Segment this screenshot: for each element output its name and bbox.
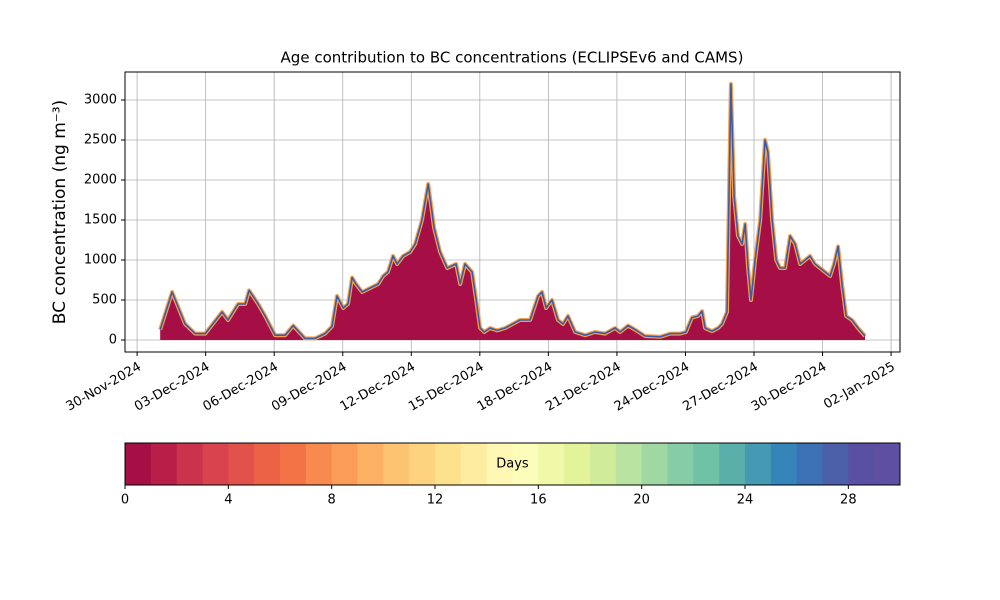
- colorbar-tick-label: 12: [427, 493, 444, 508]
- colorbar-cell: [125, 443, 152, 485]
- colorbar-cell: [460, 443, 488, 485]
- y-axis-label: BC concentration (ng m⁻³): [50, 100, 70, 324]
- colorbar-cell: [435, 443, 462, 485]
- colorbar-tick-label: 24: [737, 493, 754, 508]
- colorbar-cell: [202, 443, 229, 485]
- colorbar-cell: [822, 443, 849, 485]
- colorbar-cell: [383, 443, 410, 485]
- colorbar-cell: [615, 443, 643, 485]
- colorbar-cell: [745, 443, 772, 485]
- colorbar-cell: [486, 443, 513, 485]
- colorbar-cell: [590, 443, 617, 485]
- colorbar-tick-label: 28: [840, 493, 857, 508]
- x-tick-label: 06-Dec-2024: [201, 360, 281, 415]
- x-tick-label: 27-Dec-2024: [680, 360, 760, 415]
- colorbar-cell: [667, 443, 694, 485]
- x-tick-label: 18-Dec-2024: [475, 360, 555, 415]
- colorbar-tick-label: 4: [224, 493, 232, 508]
- y-tick-label: 0: [109, 333, 117, 348]
- x-tick-label: 15-Dec-2024: [406, 360, 486, 415]
- colorbar-cell: [796, 443, 823, 485]
- colorbar-cell: [305, 443, 333, 485]
- x-tick-label: 02-Jan-2025: [821, 360, 898, 413]
- colorbar-cell: [512, 443, 539, 485]
- x-tick-label: 24-Dec-2024: [612, 360, 692, 415]
- y-tick-label: 3000: [84, 93, 117, 108]
- colorbar-cell: [280, 443, 307, 485]
- colorbar-frame: [124, 442, 901, 486]
- colorbar-cell: [641, 443, 668, 485]
- x-tick-label: 12-Dec-2024: [338, 360, 418, 415]
- colorbar-tick-label: 16: [530, 493, 547, 508]
- y-tick-label: 2500: [84, 133, 117, 148]
- colorbar-cell: [874, 443, 901, 485]
- x-tick-label: 09-Dec-2024: [269, 360, 349, 415]
- colorbar-cell: [538, 443, 565, 485]
- x-tick-label: 30-Nov-2024: [64, 360, 144, 415]
- y-tick-label: 1000: [84, 253, 117, 268]
- colorbar-label: Days: [496, 457, 529, 472]
- colorbar-cell: [331, 443, 358, 485]
- colorbar-cell: [409, 443, 436, 485]
- x-tick-label: 03-Dec-2024: [132, 360, 212, 415]
- colorbar-cell: [564, 443, 591, 485]
- colorbar-cell: [357, 443, 384, 485]
- y-tick-label: 500: [92, 293, 117, 308]
- colorbar-cell: [254, 443, 281, 485]
- colorbar-cell: [719, 443, 746, 485]
- line: [159, 83, 866, 340]
- colorbar-cell: [150, 443, 178, 485]
- colorbar-tick-label: 0: [121, 493, 129, 508]
- colorbar-cell: [176, 443, 203, 485]
- y-tick-label: 2000: [84, 173, 117, 188]
- x-tick-label: 21-Dec-2024: [543, 360, 623, 415]
- chart-title: Age contribution to BC concentrations (E…: [281, 49, 744, 67]
- colorbar-cell: [228, 443, 255, 485]
- x-tick-label: 30-Dec-2024: [749, 360, 829, 415]
- plot-frame: [124, 71, 901, 353]
- colorbar-tick-label: 20: [633, 493, 650, 508]
- colorbar-cell: [693, 443, 720, 485]
- colorbar-tick-label: 8: [328, 493, 336, 508]
- colorbar-cell: [770, 443, 798, 485]
- colorbar-cell: [848, 443, 875, 485]
- y-tick-label: 1500: [84, 213, 117, 228]
- area: [160, 84, 866, 340]
